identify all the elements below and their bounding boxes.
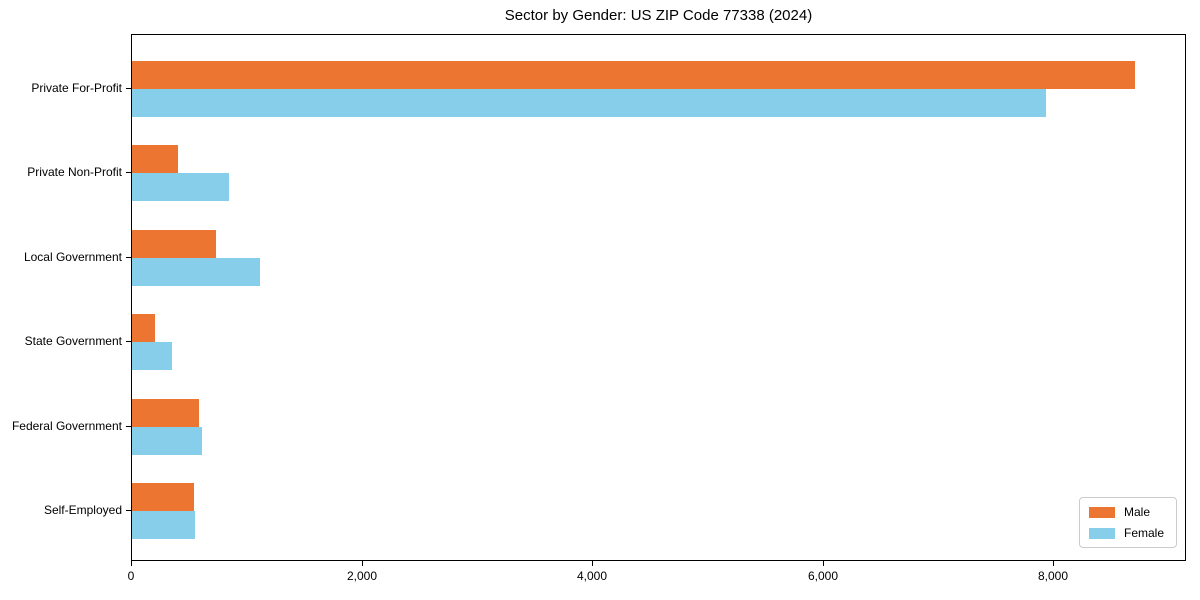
ytick-mark-local-government — [126, 257, 131, 258]
xtick-label-2000: 2,000 — [346, 569, 378, 583]
xtick-label-8000: 8,000 — [1037, 569, 1069, 583]
ytick-mark-state-government — [126, 341, 131, 342]
legend-entry-male: Male — [1088, 505, 1164, 519]
xtick-mark-2000 — [362, 561, 363, 566]
xtick-mark-6000 — [823, 561, 824, 566]
plot-area: Male Female — [131, 34, 1186, 561]
bar-female-federal-government — [132, 427, 202, 455]
legend: Male Female — [1078, 497, 1177, 548]
ytick-label-federal-government: Federal Government — [11, 419, 122, 433]
ytick-label-private-for-profit: Private For-Profit — [31, 81, 122, 95]
ytick-label-local-government: Local Government — [23, 250, 122, 264]
bar-female-private-for-profit — [132, 89, 1046, 117]
xtick-mark-0 — [131, 561, 132, 566]
xtick-label-0: 0 — [127, 569, 135, 583]
bar-male-federal-government — [132, 399, 199, 427]
ytick-mark-private-for-profit — [126, 88, 131, 89]
xtick-mark-4000 — [592, 561, 593, 566]
ytick-mark-self-employed — [126, 510, 131, 511]
ytick-mark-federal-government — [126, 426, 131, 427]
legend-swatch-female — [1088, 527, 1115, 539]
ytick-label-private-non-profit: Private Non-Profit — [27, 165, 122, 179]
bar-female-self-employed — [132, 511, 195, 539]
legend-label-female: Female — [1123, 526, 1164, 540]
bar-female-private-non-profit — [132, 173, 229, 201]
xtick-label-4000: 4,000 — [576, 569, 608, 583]
bar-female-state-government — [132, 342, 172, 370]
bar-male-local-government — [132, 230, 216, 258]
xtick-label-6000: 6,000 — [807, 569, 839, 583]
ytick-label-self-employed: Self-Employed — [43, 503, 122, 517]
bar-male-state-government — [132, 314, 155, 342]
legend-swatch-male — [1088, 506, 1115, 518]
xtick-mark-8000 — [1053, 561, 1054, 566]
legend-entry-female: Female — [1088, 526, 1164, 540]
bar-male-private-for-profit — [132, 61, 1135, 89]
bar-male-self-employed — [132, 483, 194, 511]
chart-title: Sector by Gender: US ZIP Code 77338 (202… — [504, 7, 813, 24]
bar-female-local-government — [132, 258, 260, 286]
ytick-label-state-government: State Government — [24, 334, 122, 348]
legend-label-male: Male — [1123, 505, 1150, 519]
bar-male-private-non-profit — [132, 145, 178, 173]
ytick-mark-private-non-profit — [126, 172, 131, 173]
